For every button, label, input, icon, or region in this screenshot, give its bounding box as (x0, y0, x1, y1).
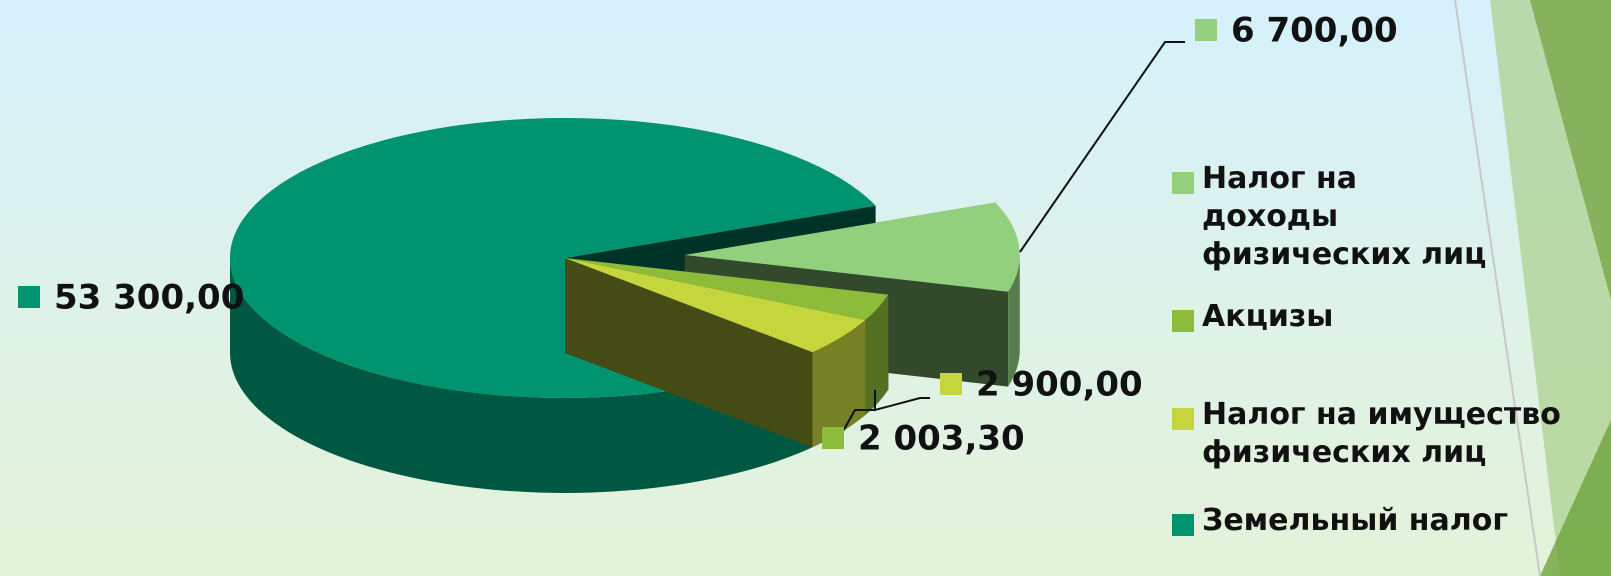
legend-label: Налог на доходы физических лиц (1202, 161, 1487, 272)
decor (1530, 0, 1611, 300)
decor (1540, 420, 1611, 576)
slice-wall (1008, 255, 1020, 387)
label-marker (940, 373, 962, 395)
legend-swatch (1172, 408, 1194, 430)
legend-item: Земельный налог (1172, 502, 1572, 540)
value-label: 2 900,00 (976, 365, 1143, 405)
slice-wall (865, 294, 889, 415)
legend-item: Налог на имущество физических лиц (1172, 396, 1572, 472)
legend-label: Налог на имущество физических лиц (1202, 397, 1561, 470)
pie (229, 117, 1020, 493)
slice (684, 202, 1020, 292)
leader-line (874, 390, 930, 412)
value-label: 2 003,30 (858, 419, 1025, 459)
legend-swatch (1172, 172, 1194, 194)
label-marker (822, 427, 844, 449)
slice-side (565, 258, 813, 448)
legend-item: Налог на доходы физических лиц (1172, 160, 1572, 274)
slice (565, 258, 889, 320)
legend-label: Акцизы (1202, 299, 1334, 334)
label-marker (18, 286, 40, 308)
decor (1454, 0, 1541, 576)
value-label: 53 300,00 (54, 278, 244, 318)
legend-swatch (1172, 514, 1194, 536)
legend-swatch (1172, 310, 1194, 332)
label-marker (1195, 19, 1217, 41)
legend-label: Земельный налог (1202, 503, 1509, 538)
legend: Налог на доходы физических лиц Акцизы Нало… (1172, 160, 1572, 540)
leader-line (1019, 41, 1185, 253)
slice-wall (230, 258, 813, 493)
value-labels: 6 700,00 2 003,30 2 900,00 53 300,00 (18, 11, 1398, 459)
slice (565, 258, 866, 353)
value-label: 6 700,00 (1231, 11, 1398, 51)
legend-item: Акцизы (1172, 298, 1572, 336)
